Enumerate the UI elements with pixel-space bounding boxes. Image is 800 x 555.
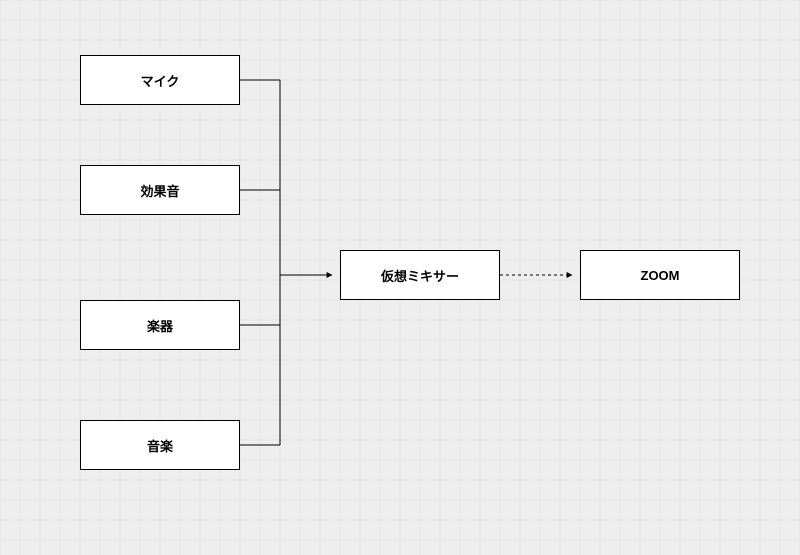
node-zoom: ZOOM: [580, 250, 740, 300]
node-music-label: 音楽: [147, 436, 173, 455]
node-mic: マイク: [80, 55, 240, 105]
node-mic-label: マイク: [141, 71, 180, 90]
node-sfx-label: 効果音: [140, 181, 179, 200]
node-inst: 楽器: [80, 300, 240, 350]
node-zoom-label: ZOOM: [641, 268, 680, 283]
node-mixer: 仮想ミキサー: [340, 250, 500, 300]
node-music: 音楽: [80, 420, 240, 470]
diagram-canvas: マイク効果音仮想ミキサー楽器音楽 ZOOM: [0, 0, 800, 555]
node-inst-label: 楽器: [147, 316, 173, 335]
node-sfx: 効果音: [80, 165, 240, 215]
node-mixer-label: 仮想ミキサー: [381, 266, 459, 285]
